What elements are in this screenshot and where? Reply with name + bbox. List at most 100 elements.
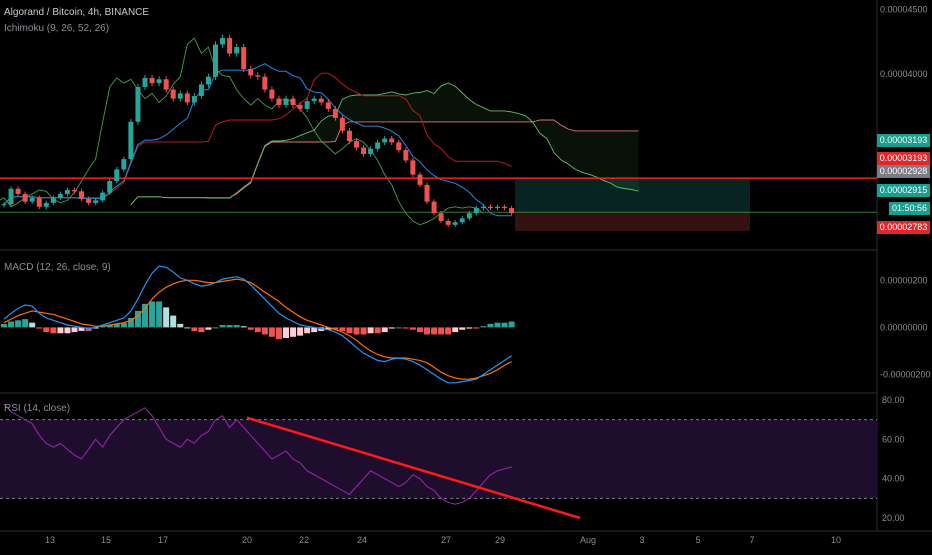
candle-body <box>156 79 162 84</box>
candle-body <box>29 197 35 202</box>
macd-line <box>3 265 512 384</box>
candle-body <box>100 192 106 201</box>
candle-body <box>198 84 204 97</box>
price-tag-last: 0.00002928 <box>877 165 930 178</box>
macd-histogram-bar <box>508 321 515 328</box>
macd-histogram-bar <box>409 327 416 330</box>
macd-histogram-bar <box>268 327 275 337</box>
candle-body <box>445 220 451 225</box>
macd-histogram-bar <box>367 327 374 334</box>
candle-body <box>121 159 127 170</box>
candle-body <box>234 47 240 54</box>
candle-body <box>72 190 77 192</box>
candle-body <box>43 202 49 207</box>
macd-histogram-bar <box>261 327 268 335</box>
macd-histogram-bar <box>416 327 423 333</box>
candle-body <box>396 142 402 151</box>
candle-body <box>79 191 85 200</box>
candle-body <box>283 98 289 106</box>
macd-histogram-bar <box>29 322 36 328</box>
macd-histogram-bar <box>304 327 311 334</box>
rsi-label: RSI (14, close) <box>4 403 71 414</box>
candle-body <box>375 142 381 149</box>
macd-histogram-bar <box>15 320 22 328</box>
macd-histogram-bar <box>149 301 156 328</box>
candle-body <box>262 76 268 90</box>
candle-body <box>276 98 282 106</box>
candle-body <box>339 117 345 131</box>
candle-body <box>8 188 14 205</box>
macd-histogram-bar <box>226 325 233 328</box>
macd-histogram-bar <box>395 327 402 329</box>
candle-body <box>135 87 141 122</box>
countdown-tag: 01:50:56 <box>889 202 930 215</box>
macd-histogram-bar <box>184 327 191 329</box>
chikou-line <box>0 37 484 226</box>
candle-body <box>1 204 7 206</box>
macd-histogram-bar <box>459 327 466 330</box>
candle-body <box>509 208 515 214</box>
price-axis-tick: 0.00004000 <box>880 69 928 79</box>
time-axis-tick: 10 <box>831 535 841 545</box>
macd-histogram-bar <box>127 317 134 328</box>
time-axis-tick: 13 <box>45 535 55 545</box>
macd-histogram-bar <box>99 326 106 328</box>
macd-histogram-bar <box>43 327 50 333</box>
macd-histogram-bar <box>381 327 388 333</box>
macd-histogram-bar <box>50 327 57 334</box>
candle-body <box>438 213 444 221</box>
candle-body <box>368 148 374 154</box>
time-axis-tick: 29 <box>495 535 505 545</box>
macd-histogram-bar <box>374 327 381 334</box>
candle-body <box>417 174 423 185</box>
price-tag-low: 0.00002783 <box>877 221 930 234</box>
time-axis-tick: 7 <box>749 535 754 545</box>
rsi-band <box>0 419 877 499</box>
macd-histogram-bar <box>339 327 346 331</box>
macd-axis-tick: -0.00000200 <box>880 370 931 380</box>
macd-histogram-bar <box>170 315 177 328</box>
macd-histogram-bar <box>487 323 494 328</box>
rsi-line <box>3 403 512 505</box>
candle-body <box>502 206 508 209</box>
candle-body <box>255 75 261 77</box>
candle-body <box>22 193 28 202</box>
candle-body <box>128 121 134 160</box>
macd-histogram-bar <box>501 322 508 328</box>
macd-histogram-bar <box>360 327 367 335</box>
target-zone <box>515 178 750 213</box>
macd-histogram-bar <box>219 325 226 328</box>
macd-histogram-bar <box>494 322 501 328</box>
time-axis-tick: 17 <box>158 535 168 545</box>
symbol-title: Algorand / Bitcoin, 4h, BINANCE <box>4 7 150 18</box>
macd-histogram-bar <box>57 327 64 334</box>
candle-body <box>36 197 42 207</box>
macd-histogram-bar <box>134 310 141 328</box>
candle-body <box>64 190 70 194</box>
stop-zone <box>515 212 750 231</box>
macd-histogram-bar <box>438 327 445 335</box>
candle-body <box>297 105 303 109</box>
macd-histogram-bar <box>424 327 430 335</box>
macd-histogram-bar <box>78 327 85 331</box>
macd-histogram-bar <box>290 327 297 337</box>
candle-body <box>269 89 275 99</box>
macd-histogram-bar <box>106 325 113 328</box>
macd-histogram-bar <box>233 325 240 328</box>
candle-body <box>184 93 190 103</box>
candle-body <box>107 181 113 193</box>
macd-histogram-bar <box>473 327 480 329</box>
macd-histogram-bar <box>402 327 409 329</box>
macd-histogram-bar <box>1 323 7 328</box>
macd-histogram-bar <box>431 327 438 335</box>
time-axis-tick: 20 <box>242 535 252 545</box>
candle-body <box>487 206 493 209</box>
candle-body <box>346 130 352 142</box>
candle-body <box>361 147 367 154</box>
macd-histogram-bar <box>177 323 184 328</box>
macd-histogram-bar <box>247 327 254 330</box>
macd-histogram-bar <box>191 327 198 331</box>
price-tag-resistance-green: 0.00003193 <box>877 134 930 147</box>
